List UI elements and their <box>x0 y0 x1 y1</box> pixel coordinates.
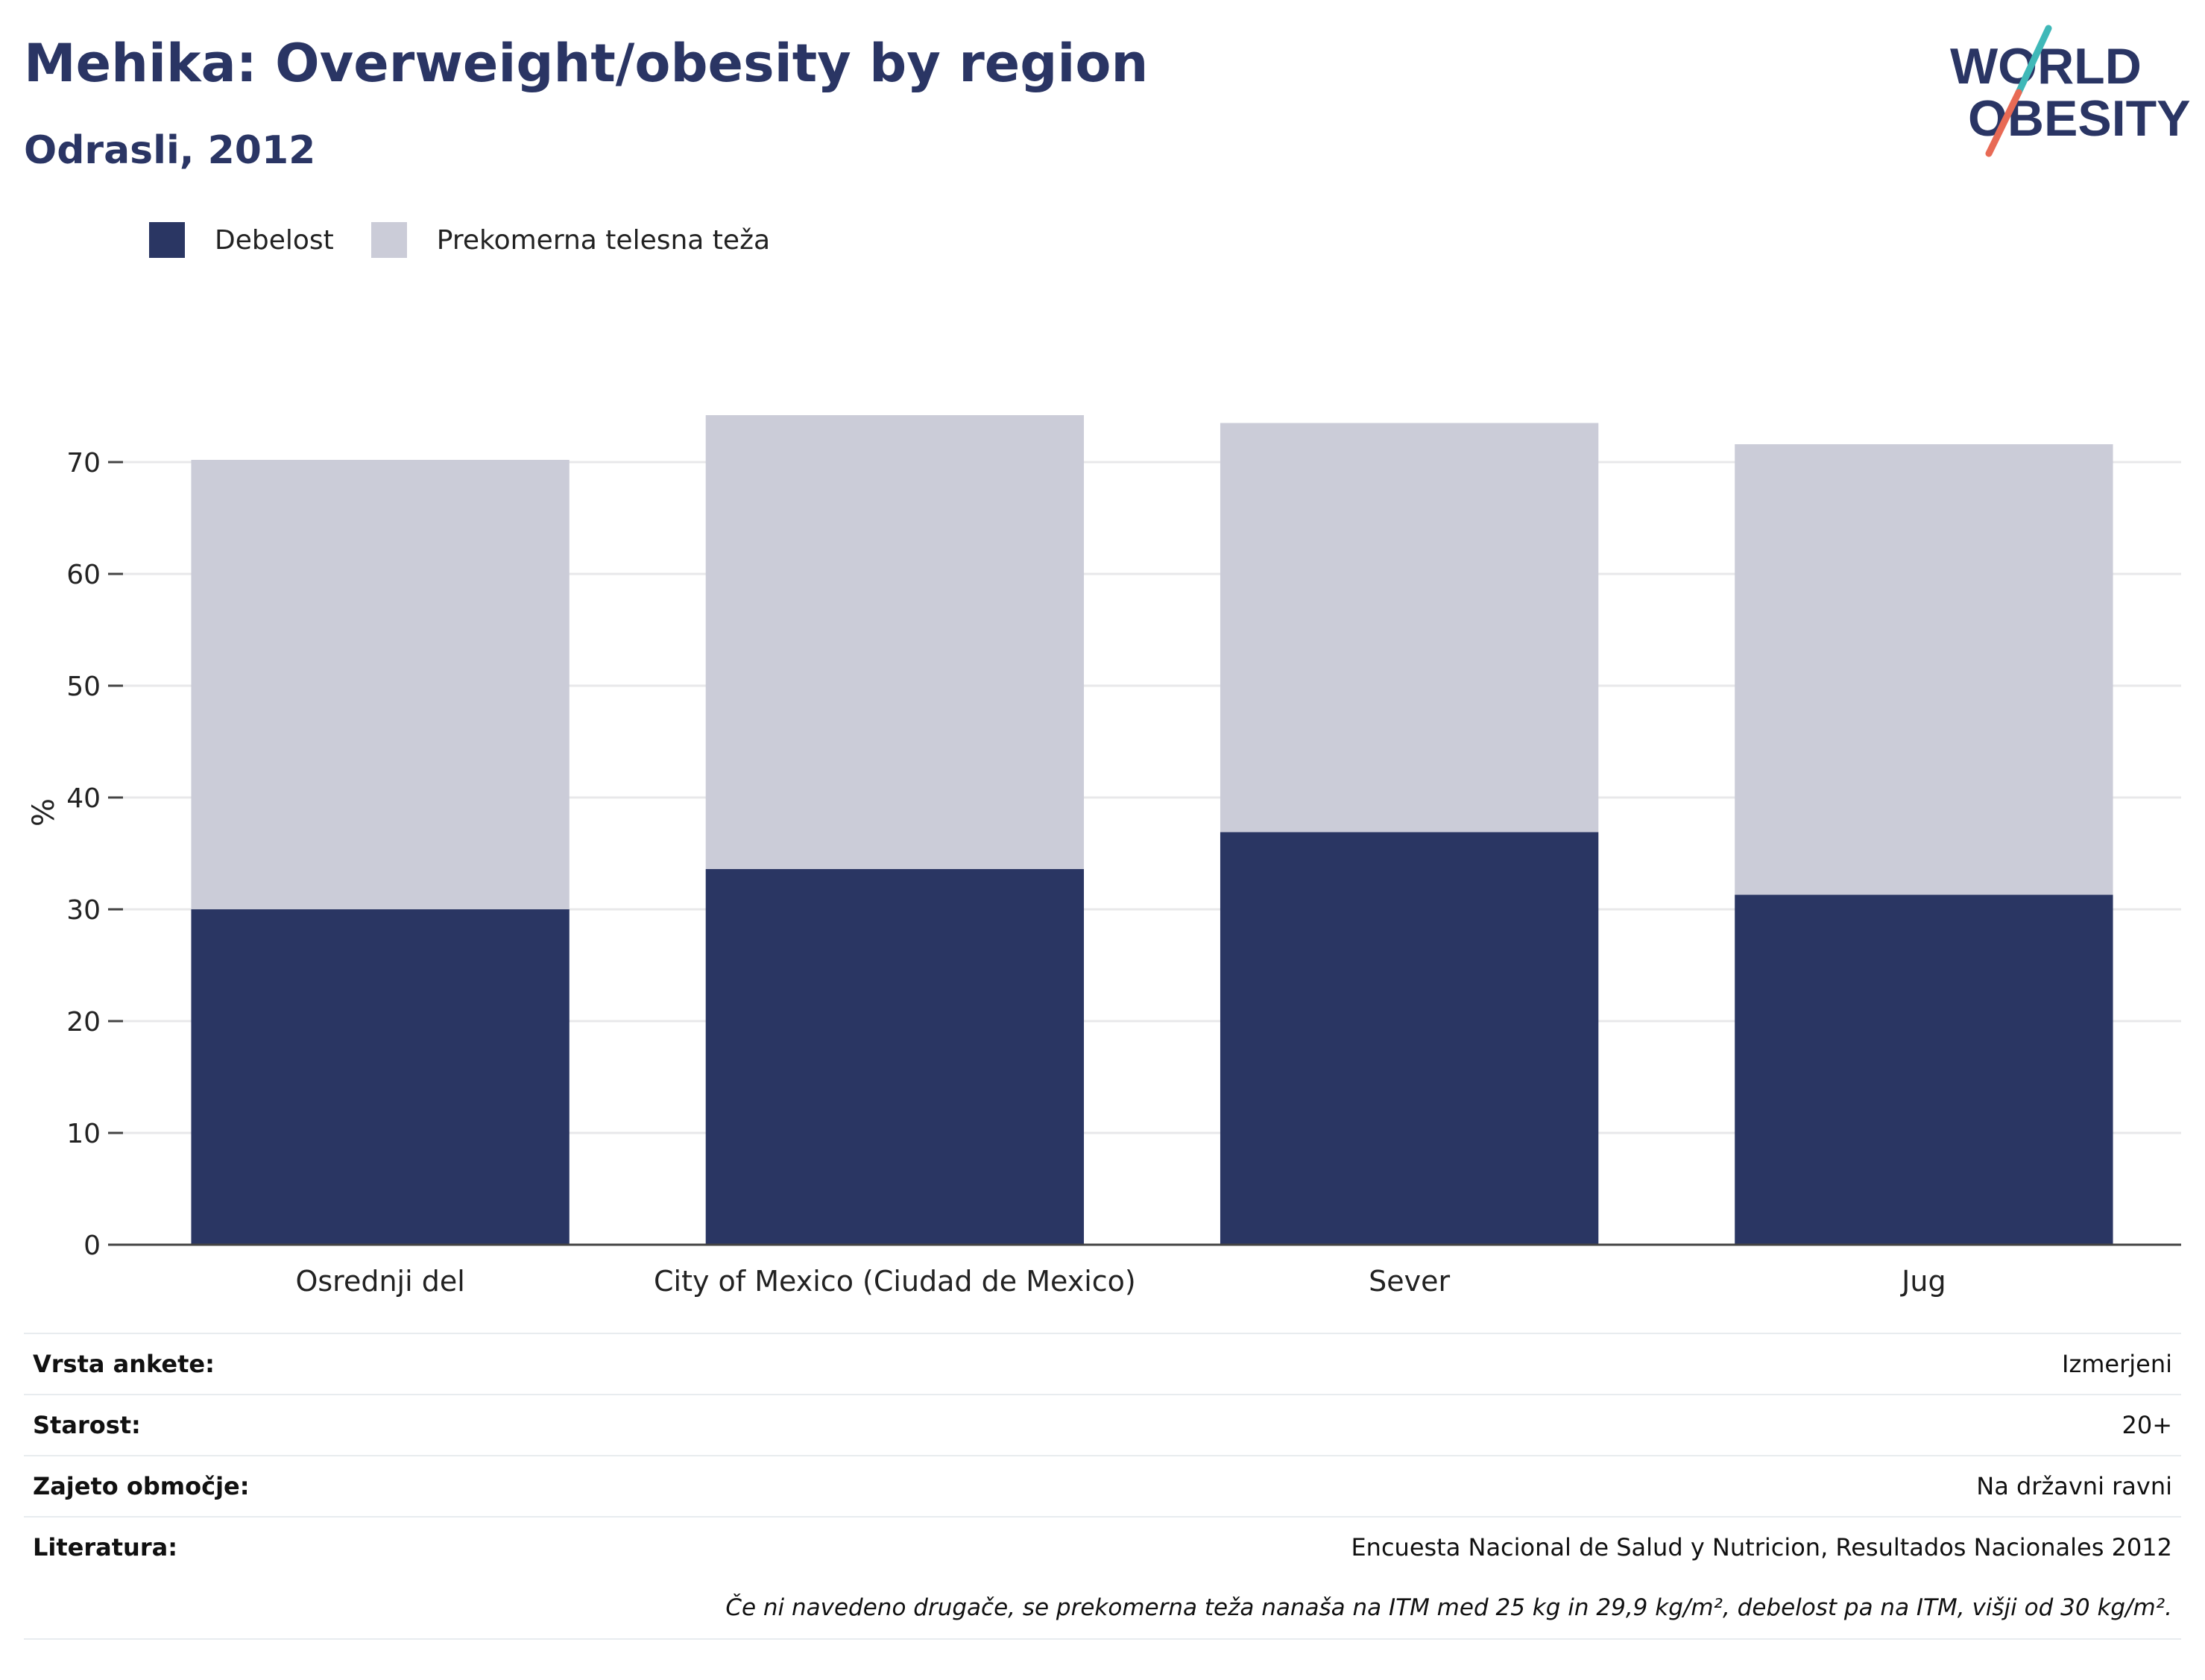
y-tick-label: 10 <box>66 1119 101 1149</box>
info-row-coverage: Zajeto območje: Na državni ravni <box>24 1455 2181 1516</box>
bar-obesity <box>1220 832 1599 1245</box>
world-obesity-logo: WORLD OBESITY <box>1950 25 2191 157</box>
info-label-age: Starost: <box>33 1411 141 1439</box>
legend-label-obesity: Debelost <box>215 224 334 256</box>
logo-line1: WORLD <box>1950 38 2142 95</box>
bar-obesity <box>705 869 1085 1245</box>
bar-overweight <box>1220 423 1599 833</box>
info-label-reference: Literatura: <box>33 1533 177 1561</box>
bar-obesity <box>191 909 570 1245</box>
y-tick-label: 40 <box>66 783 101 814</box>
y-tick-label: 20 <box>66 1007 101 1038</box>
chart-subtitle: Odrasli, 2012 <box>24 128 316 173</box>
x-tick-label: Osrednji del <box>295 1265 464 1298</box>
bar-overweight <box>191 460 570 909</box>
info-table: Vrsta ankete: Izmerjeni Starost: 20+ Zaj… <box>24 1333 2181 1640</box>
legend-swatch-overweight <box>370 222 407 258</box>
info-value-reference: Encuesta Nacional de Salud y Nutricion, … <box>1351 1533 2172 1561</box>
info-footnote: Če ni navedeno drugače, se prekomerna te… <box>24 1577 2181 1640</box>
logo-slash-teal <box>2015 25 2052 96</box>
chart-title: Mehika: Overweight/obesity by region <box>24 33 1149 94</box>
logo-slash-coral <box>1985 89 2022 157</box>
legend-label-overweight: Prekomerna telesna teža <box>436 224 771 256</box>
legend-item-obesity[interactable]: Debelost <box>149 222 334 258</box>
x-tick-label: Jug <box>1900 1265 1946 1298</box>
info-label-survey-type: Vrsta ankete: <box>33 1350 215 1378</box>
info-row-survey-type: Vrsta ankete: Izmerjeni <box>24 1333 2181 1394</box>
info-value-survey-type: Izmerjeni <box>2062 1350 2172 1378</box>
y-tick-label: 50 <box>66 672 101 702</box>
bar-overweight <box>705 415 1085 869</box>
info-label-coverage: Zajeto območje: <box>33 1472 250 1500</box>
info-value-age: 20+ <box>2122 1411 2172 1439</box>
y-tick-label: 60 <box>66 560 101 590</box>
legend-item-overweight[interactable]: Prekomerna telesna teža <box>370 222 771 258</box>
legend: Debelost Prekomerna telesna teža <box>149 222 807 258</box>
x-tick-label: Sever <box>1369 1265 1450 1298</box>
legend-swatch-obesity <box>149 222 185 258</box>
x-tick-label: City of Mexico (Ciudad de Mexico) <box>654 1265 1136 1298</box>
y-axis-label: % <box>27 798 61 827</box>
y-tick-label: 30 <box>66 895 101 926</box>
info-row-age: Starost: 20+ <box>24 1394 2181 1455</box>
bar-overweight <box>1735 444 2113 895</box>
y-tick-label: 0 <box>83 1231 101 1261</box>
info-row-reference: Literatura: Encuesta Nacional de Salud y… <box>24 1516 2181 1577</box>
bar-obesity <box>1735 894 2113 1245</box>
info-value-coverage: Na državni ravni <box>1976 1472 2172 1500</box>
y-tick-label: 70 <box>66 448 101 479</box>
bar-chart: 0 10 20 30 40 50 60 70% Osrednji del City of Mexi… <box>27 415 2181 1298</box>
